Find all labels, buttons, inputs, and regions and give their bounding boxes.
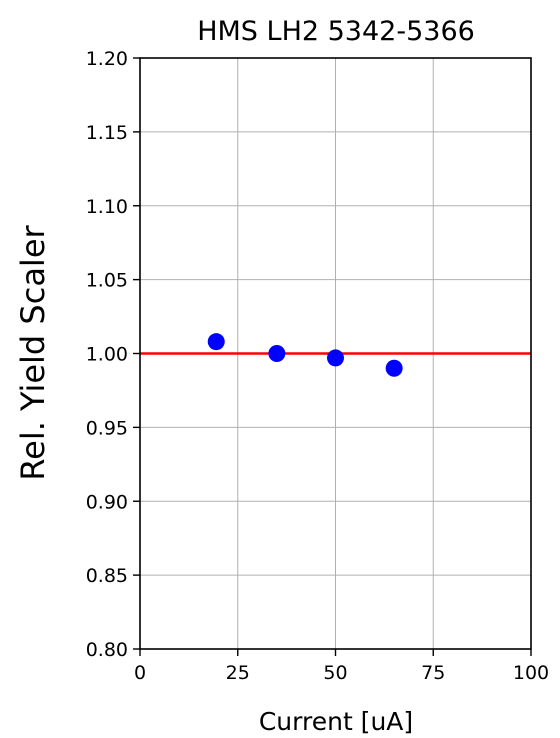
y-tick-label: 0.90 [86, 491, 128, 513]
axis-ticks [133, 57, 532, 656]
y-tick-label: 1.15 [86, 122, 128, 144]
chart-title: HMS LH2 5342-5366 [197, 16, 475, 47]
data-point [327, 349, 344, 367]
axis-tick-labels: 0 25 50 75 100 0.80 0.85 0.90 0.95 1.00 1.05 1.10 1.… [86, 48, 549, 684]
x-tick-label: 75 [421, 662, 445, 684]
x-tick-label: 25 [226, 662, 250, 684]
x-tick-label: 0 [134, 662, 146, 684]
y-tick-label: 1.20 [86, 48, 128, 70]
data-points [207, 333, 403, 377]
data-point [268, 345, 286, 362]
data-point [385, 359, 403, 377]
y-tick-label: 1.10 [86, 196, 128, 218]
y-axis-label: Rel. Yield Scaler [14, 224, 52, 480]
x-tick-label: 50 [323, 662, 347, 684]
x-tick-label: 100 [513, 662, 549, 684]
data-point [207, 333, 225, 351]
y-tick-label: 0.95 [86, 417, 128, 439]
y-tick-label: 1.05 [86, 270, 128, 292]
y-tick-label: 0.85 [86, 565, 128, 587]
x-axis-label: Current [uA] [259, 707, 413, 736]
y-tick-label: 1.00 [86, 344, 128, 366]
y-tick-label: 0.80 [86, 639, 128, 661]
